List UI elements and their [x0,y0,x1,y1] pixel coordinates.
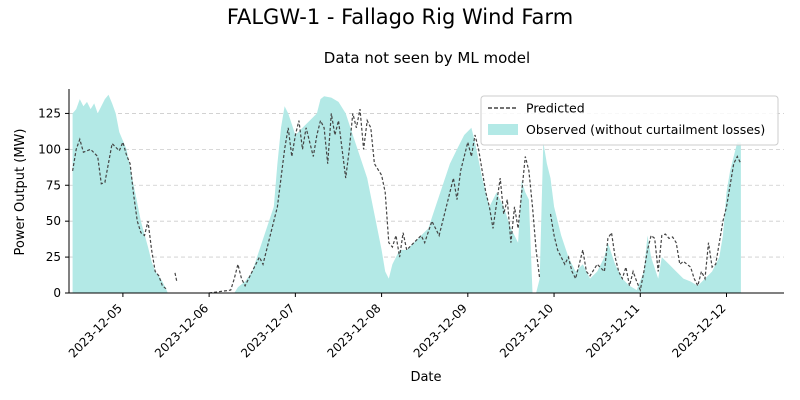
y-tick-label: 50 [46,214,61,228]
y-tick-label: 100 [38,142,61,156]
x-tick-label: 2023-12-08 [324,301,383,360]
predicted-line [72,108,742,294]
x-tick-label: 2023-12-10 [497,301,556,360]
x-tick-label: 2023-12-11 [583,301,642,360]
x-axis-label: Date [410,370,441,385]
legend-observed-swatch [488,124,518,135]
predicted-line-series [72,108,742,294]
x-tick-label: 2023-12-06 [152,301,211,360]
y-tick-label: 25 [46,250,61,264]
x-tick-label: 2023-12-12 [669,301,728,360]
chart-suptitle: FALGW-1 - Fallago Rig Wind Farm [227,5,573,29]
x-tick-label: 2023-12-05 [66,301,125,360]
legend-observed-label: Observed (without curtailment losses) [526,122,765,137]
observed-area [72,94,741,293]
y-axis-ticks: 0 25 50 75 100 125 [38,106,69,300]
x-axis-ticks: 2023-12-05 2023-12-06 2023-12-07 2023-12-08… [66,293,729,360]
gridlines [69,113,784,258]
axes [68,89,784,294]
observed-area-series [72,94,741,293]
y-tick-label: 125 [38,106,61,120]
x-tick-label: 2023-12-09 [411,301,470,360]
y-tick-label: 0 [53,286,61,300]
legend: Predicted Observed (without curtailment … [480,95,779,146]
legend-frame [480,95,779,146]
x-tick-label: 2023-12-07 [238,301,297,360]
y-tick-label: 75 [46,178,61,192]
y-axis-label: Power Output (MW) [13,129,28,256]
legend-predicted-label: Predicted [526,101,585,116]
chart-title: Data not seen by ML model [324,49,530,67]
